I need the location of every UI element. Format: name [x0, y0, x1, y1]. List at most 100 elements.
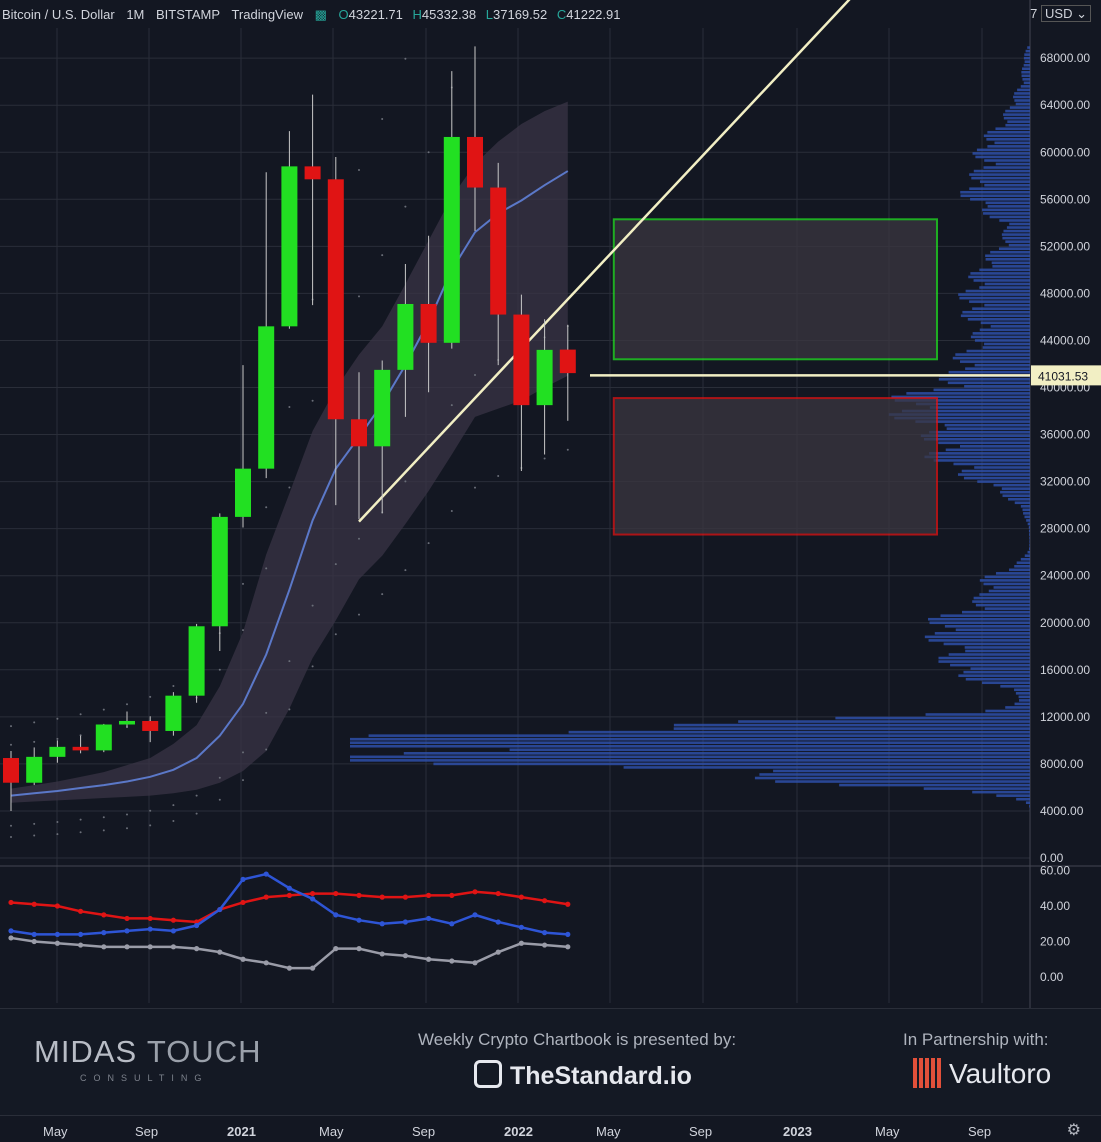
volume-profile-bar	[967, 350, 1030, 353]
candle-body	[374, 370, 390, 446]
price-tick-label: 24000.00	[1040, 569, 1090, 583]
volume-profile-bar	[962, 611, 1030, 614]
candle-body	[281, 166, 297, 326]
volume-profile-bar	[980, 180, 1030, 183]
volume-profile-bar	[955, 353, 1030, 356]
vaultoro-logo: Vaultoro	[913, 1058, 1051, 1090]
oscillator-blue-dot	[32, 932, 37, 937]
volume-profile-bar	[953, 357, 1030, 360]
oscillator-blue-dot	[78, 932, 83, 937]
volume-profile-bar	[1027, 46, 1030, 49]
volume-profile-bar	[982, 209, 1030, 212]
volume-profile-bar	[674, 724, 1030, 727]
envelope-dot	[312, 665, 314, 667]
envelope-dot	[474, 374, 476, 376]
oscillator-grey-dot	[542, 942, 547, 947]
volume-profile-bar	[934, 459, 1030, 462]
candle-body	[142, 721, 158, 731]
envelope-dot	[451, 510, 453, 512]
oscillator-grey-line	[11, 938, 568, 968]
volume-profile-bar	[1000, 685, 1030, 688]
volume-profile-bar	[1003, 494, 1030, 497]
envelope-dot	[335, 563, 337, 565]
volume-profile-bar	[985, 254, 1030, 257]
volume-profile-bar	[960, 360, 1030, 363]
volume-profile-bar	[510, 748, 1030, 751]
settings-digit: 7	[1030, 6, 1037, 21]
volume-profile-bar	[924, 438, 1030, 441]
volume-profile-bar	[759, 773, 1030, 776]
oscillator-blue-dot	[217, 907, 222, 912]
envelope-dot	[80, 819, 82, 821]
oscillator-red-dot	[124, 916, 129, 921]
oscillator-blue-dot	[124, 928, 129, 933]
time-tick-label: May	[596, 1124, 621, 1139]
oscillator-blue-dot	[403, 919, 408, 924]
volume-profile-bar	[966, 290, 1030, 293]
volume-profile-bar	[1024, 64, 1030, 67]
gear-icon[interactable]: ⚙	[1067, 1120, 1081, 1140]
time-tick-label: 2022	[504, 1124, 533, 1139]
volume-profile-bar	[1016, 692, 1030, 695]
volume-profile-bar	[996, 163, 1030, 166]
volume-profile-bar	[1029, 526, 1030, 529]
status-icon: ▩	[315, 7, 327, 22]
volume-profile-bar	[1029, 533, 1030, 536]
volume-profile-bar	[1003, 113, 1030, 116]
envelope-dot	[428, 151, 430, 153]
price-tick-label: 4000.00	[1040, 804, 1084, 818]
envelope-dot	[33, 835, 35, 837]
volume-profile-bar	[1010, 106, 1030, 109]
currency-selector[interactable]: 7 USD ⌄	[1030, 6, 1091, 22]
volume-profile-bar	[1028, 523, 1030, 526]
volume-profile-bar	[1014, 92, 1030, 95]
volume-profile-bar	[975, 364, 1030, 367]
candle-body	[49, 747, 65, 757]
oscillator-red-dot	[101, 912, 106, 917]
volume-profile-bar	[1024, 516, 1030, 519]
volume-profile-bar	[975, 339, 1030, 342]
volume-profile-bar	[1005, 240, 1030, 243]
volume-profile-bar	[972, 307, 1030, 310]
oscillator-red-dot	[310, 891, 315, 896]
volume-profile-bar	[1008, 498, 1030, 501]
candle-body	[537, 350, 553, 405]
oscillator-blue-dot	[171, 928, 176, 933]
target-box-red	[614, 398, 937, 534]
volume-profile-bar	[925, 636, 1030, 639]
price-tick-label: 60000.00	[1040, 145, 1090, 159]
volume-profile-bar	[839, 784, 1030, 787]
time-axis[interactable]	[0, 1115, 1101, 1142]
oscillator-grey-dot	[171, 944, 176, 949]
envelope-dot	[288, 486, 290, 488]
currency-label: USD	[1045, 6, 1072, 21]
volume-profile-bar	[1009, 223, 1030, 226]
volume-profile-bar	[1024, 82, 1030, 85]
volume-profile-bar	[926, 713, 1030, 716]
envelope-dot	[404, 480, 406, 482]
symbol-name[interactable]: Bitcoin / U.S. Dollar	[2, 7, 115, 22]
price-chart[interactable]: 0.004000.008000.0012000.0016000.0020000.…	[0, 0, 1101, 1008]
oscillator-grey-dot	[194, 946, 199, 951]
volume-profile-bar	[906, 392, 1030, 395]
oscillator-red-dot	[565, 902, 570, 907]
envelope-dot	[126, 827, 128, 829]
price-tick-label: 12000.00	[1040, 710, 1090, 724]
volume-profile-bar	[984, 304, 1030, 307]
interval-label[interactable]: 1M	[126, 7, 144, 22]
volume-profile-bar	[938, 657, 1030, 660]
oscillator-grey-dot	[217, 950, 222, 955]
volume-profile-bar	[1024, 53, 1030, 56]
volume-profile-bar	[985, 576, 1030, 579]
volume-profile-bar	[979, 286, 1030, 289]
candle-body	[235, 469, 251, 517]
open-value: O43221.71	[339, 7, 403, 22]
volume-profile-bar	[1005, 110, 1030, 113]
candle-body	[305, 166, 321, 179]
envelope-dot	[10, 725, 12, 727]
volume-profile-bar	[1007, 226, 1030, 229]
volume-profile-bar	[1029, 537, 1030, 540]
oscillator-blue-dot	[240, 877, 245, 882]
volume-profile-bar	[1021, 71, 1030, 74]
volume-profile-bar	[989, 590, 1030, 593]
